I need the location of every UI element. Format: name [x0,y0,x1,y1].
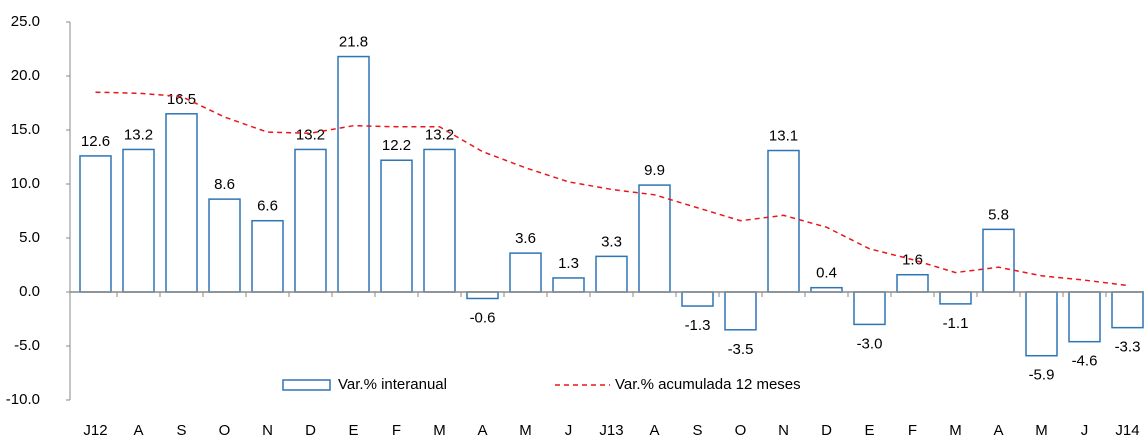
x-tick-label: M [1035,422,1048,439]
bar [466,291,499,300]
bar [1025,291,1058,357]
data-label: -3.3 [1115,339,1141,356]
bar [251,219,284,293]
x-tick-label: E [348,422,358,439]
x-tick-label: J [1081,422,1089,439]
y-tick-label: -5.0 [14,337,40,354]
bar [294,148,327,293]
x-tick-label: M [949,422,962,439]
bar [681,291,714,307]
x-tick-label: E [864,422,874,439]
x-tick-label: F [908,422,917,439]
bar [552,277,585,293]
y-tick-label: 10.0 [11,175,40,192]
x-tick-label: A [133,422,143,439]
x-tick-label: M [433,422,446,439]
y-tick-label: 0.0 [19,283,40,300]
legend-swatch [282,379,331,391]
x-tick-label: D [821,422,832,439]
data-label: 5.8 [988,206,1009,223]
y-tick-label: 5.0 [19,229,40,246]
bar [595,255,628,293]
bar [1111,291,1144,329]
x-tick-label: N [262,422,273,439]
bar [79,155,112,293]
bar [208,198,241,293]
x-tick-label: O [219,422,231,439]
bar [122,148,155,293]
bar [724,291,757,331]
legend-label: Var.% acumulada 12 meses [615,376,801,393]
bar [509,252,542,293]
data-label: 1.3 [558,255,579,272]
y-tick-label: 20.0 [11,67,40,84]
data-label: -3.5 [728,341,754,358]
x-tick-label: F [392,422,401,439]
bar [853,291,886,326]
data-label: 3.3 [601,233,622,250]
x-tick-label: A [477,422,487,439]
x-tick-label: J14 [1115,422,1139,439]
data-label: 8.6 [214,176,235,193]
data-label: 13.1 [769,127,798,144]
data-label: 3.6 [515,230,536,247]
bar [165,113,198,293]
x-tick-label: J12 [83,422,107,439]
data-label: -4.6 [1072,353,1098,370]
x-tick-label: O [735,422,747,439]
x-tick-label: A [649,422,659,439]
x-tick-label: J [565,422,573,439]
data-label: 9.9 [644,162,665,179]
data-label: -1.3 [685,317,711,334]
x-tick-label: A [993,422,1003,439]
x-tick-label: S [692,422,702,439]
data-label: 13.2 [425,126,454,143]
bar [423,148,456,293]
data-label: 13.2 [124,126,153,143]
line [95,91,1128,287]
x-tick-label: D [305,422,316,439]
x-tick-label: N [778,422,789,439]
legend-label: Var.% interanual [338,376,447,393]
bar [380,159,413,293]
y-tick-label: 25.0 [11,13,40,30]
data-label: 21.8 [339,34,368,51]
bar [982,228,1015,293]
bar [638,184,671,293]
data-label: -1.1 [943,315,969,332]
data-label: 0.4 [816,265,837,282]
data-label: 12.2 [382,137,411,154]
y-tick-label: 15.0 [11,121,40,138]
x-tick-label: M [519,422,532,439]
data-label: -3.0 [857,335,883,352]
bar [337,55,370,293]
bar [896,273,929,293]
x-tick-label: J13 [599,422,623,439]
bar [767,149,800,293]
data-label: 13.2 [296,126,325,143]
x-tick-label: S [176,422,186,439]
bar [939,291,972,305]
data-label: -5.9 [1029,367,1055,384]
data-label: 6.6 [257,198,278,215]
bar [1068,291,1101,343]
y-tick-label: -10.0 [6,391,40,408]
data-label: 16.5 [167,91,196,108]
data-label: -0.6 [470,309,496,326]
data-label: 12.6 [81,133,110,150]
